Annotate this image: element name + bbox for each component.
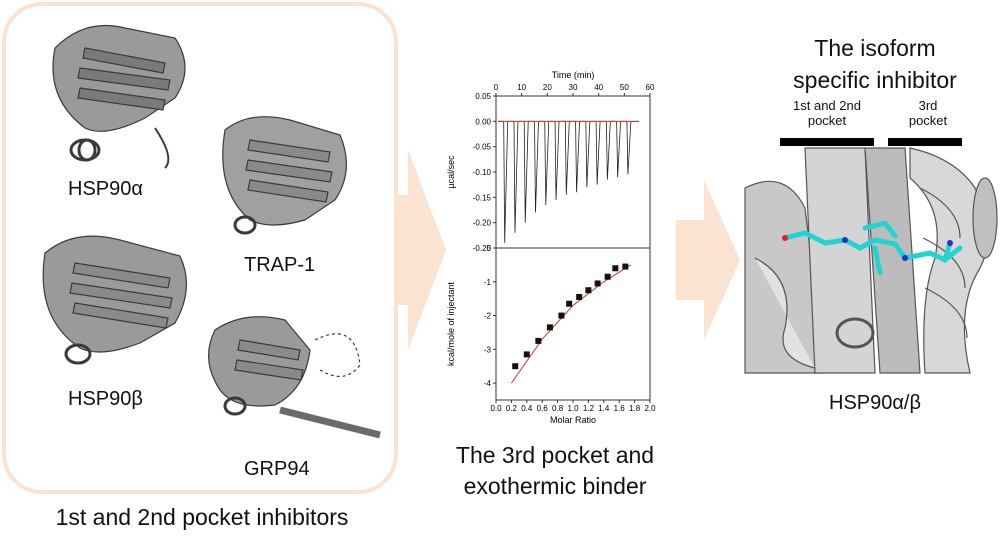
protein-label-hsp90a: HSP90α: [68, 178, 143, 200]
data-point: [566, 300, 573, 307]
y-tick-label: -0.20: [473, 219, 492, 228]
y-tick-label: -0.25: [473, 244, 492, 253]
y-tick-label: -1: [484, 278, 492, 287]
x-tick-label: 60: [646, 83, 655, 92]
pocket12-label-line1: 1st and 2nd: [793, 98, 861, 113]
protein-label-trap1: TRAP-1: [244, 254, 316, 276]
data-point: [546, 324, 553, 331]
y-tick-label: -0.15: [473, 193, 492, 202]
thermogram-series: [498, 120, 639, 243]
data-point: [535, 337, 542, 344]
inhibitor-panel: [2, 2, 398, 494]
y-tick-label: -0.05: [473, 143, 492, 152]
data-point: [585, 287, 592, 294]
x-tick-label: 1.0: [567, 404, 579, 413]
y-axis-title: kcal/mole of injectant: [446, 281, 456, 366]
middle-caption-line1: The 3rd pocket and: [455, 442, 655, 468]
grp94-structure: [207, 316, 381, 439]
right-title: The isoform specific inhibitor: [760, 32, 990, 96]
fit-line-series: [510, 264, 632, 384]
y-axis-title: µcal/sec: [446, 155, 456, 189]
hsp90b-structure: [42, 235, 188, 365]
data-point: [604, 273, 611, 280]
pocket12-bar: [780, 138, 874, 146]
x-tick-label: 0.6: [537, 404, 549, 413]
y-tick-label: 0.00: [475, 117, 491, 126]
x-tick-label: 10: [517, 83, 526, 92]
y-tick-label: -4: [484, 379, 492, 388]
y-tick-label: -2: [484, 312, 492, 321]
data-point: [594, 280, 601, 287]
right-title-line1: The isoform: [814, 35, 936, 61]
trap1-structure: [222, 116, 348, 235]
data-point: [622, 263, 629, 270]
inhibitor-panel-caption: 1st and 2nd pocket inhibitors: [55, 504, 349, 530]
x-tick-label: 40: [594, 83, 603, 92]
arrow-right-icon: [676, 180, 740, 340]
pocket12-label-line2: pocket: [807, 113, 847, 128]
x-tick-label: 1.4: [598, 404, 610, 413]
data-point: [523, 351, 530, 358]
pocket12-label: 1st and 2nd pocket: [772, 98, 882, 128]
data-point: [576, 293, 583, 300]
x-tick-label: 2.0: [644, 404, 656, 413]
x-tick-label: 0: [494, 83, 499, 92]
y-tick-label: 0: [487, 244, 492, 253]
x-tick-label: 20: [543, 83, 552, 92]
x-axis-title: Molar Ratio: [550, 415, 596, 425]
hsp90a-structure: [52, 24, 186, 169]
data-point: [612, 265, 619, 272]
x-tick-label: 0.4: [521, 404, 533, 413]
protein-label-grp94: GRP94: [244, 458, 310, 480]
middle-caption: The 3rd pocket and exothermic binder: [430, 440, 680, 502]
pocket3-label-line2: pocket: [908, 113, 948, 128]
structure-label: HSP90α/β: [829, 392, 921, 414]
x-tick-label: 1.6: [614, 404, 626, 413]
raw-thermogram-frame: [495, 95, 651, 249]
pocket3-bar: [888, 138, 962, 146]
x-tick-label: 30: [569, 83, 578, 92]
protein-label-hsp90b: HSP90β: [68, 388, 143, 410]
x-axis-title: Time (min): [552, 70, 595, 80]
pocket3-label: 3rd pocket: [892, 98, 964, 128]
y-tick-label: -3: [484, 345, 492, 354]
pocket3-label-line1: 3rd: [918, 98, 938, 113]
data-point: [558, 312, 565, 319]
x-tick-label: 1.8: [629, 404, 641, 413]
x-tick-label: 0.2: [506, 404, 518, 413]
binding-isotherm-frame: [495, 247, 651, 401]
y-tick-label: 0.05: [475, 92, 491, 101]
data-point: [512, 363, 519, 370]
x-tick-label: 1.2: [583, 404, 595, 413]
hsp90ab-complex-structure: [744, 147, 1000, 374]
x-tick-label: 0.8: [552, 404, 564, 413]
middle-caption-line2: exothermic binder: [463, 473, 647, 499]
itc-chart: 0 10 20 30 40 50 600.050.00-0.05-0.10-0.15-0.2…: [446, 70, 656, 425]
y-tick-label: -0.10: [473, 168, 492, 177]
arrow-right-icon: [398, 150, 446, 350]
x-tick-label: 50: [620, 83, 629, 92]
x-tick-label: 0.0: [490, 404, 502, 413]
right-title-line2: specific inhibitor: [793, 67, 957, 93]
